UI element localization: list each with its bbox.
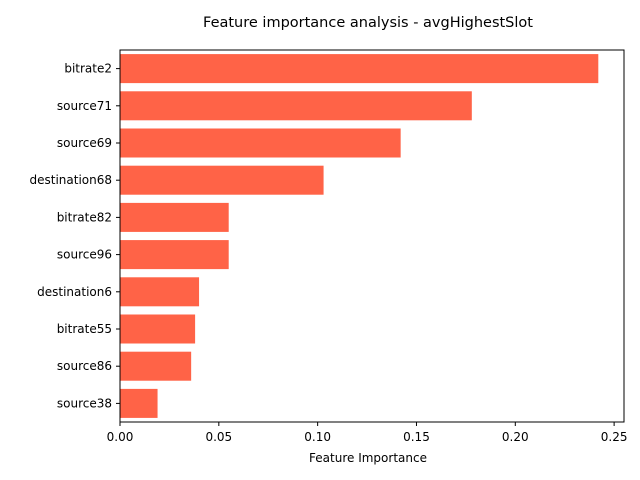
x-tick-label-0.25: 0.25 xyxy=(601,430,628,444)
x-tick-label-0.00: 0.00 xyxy=(107,430,134,444)
bar-bitrate82 xyxy=(120,202,229,232)
x-tick-label-0.15: 0.15 xyxy=(403,430,430,444)
y-tick-label-bitrate2: bitrate2 xyxy=(64,62,112,76)
y-tick-label-source71: source71 xyxy=(57,99,112,113)
x-tick-label-0.05: 0.05 xyxy=(205,430,232,444)
bar-source38 xyxy=(120,388,158,418)
x-tick-label-0.10: 0.10 xyxy=(304,430,331,444)
bar-source71 xyxy=(120,91,472,121)
bar-source69 xyxy=(120,128,401,158)
plot-area-frame xyxy=(119,49,625,423)
y-tick-label-source86: source86 xyxy=(57,359,112,373)
bar-destination68 xyxy=(120,165,324,195)
x-tick-label-0.20: 0.20 xyxy=(502,430,529,444)
y-tick-label-bitrate55: bitrate55 xyxy=(57,322,112,336)
y-tick-label-source69: source69 xyxy=(57,136,112,150)
bars-layer xyxy=(120,54,599,418)
x-axis-label: Feature Importance xyxy=(309,451,427,465)
bar-destination6 xyxy=(120,277,200,307)
y-tick-label-bitrate82: bitrate82 xyxy=(57,210,112,224)
y-tick-label-destination6: destination6 xyxy=(37,285,112,299)
chart-title: Feature importance analysis - avgHighest… xyxy=(203,15,533,31)
y-axis: bitrate2 source71 source69 destination68 bit… xyxy=(29,62,120,410)
bar-bitrate2 xyxy=(120,54,599,84)
bar-bitrate55 xyxy=(120,314,196,344)
y-tick-label-source38: source38 xyxy=(57,396,112,410)
bar-source96 xyxy=(120,240,229,270)
bar-source86 xyxy=(120,351,192,381)
y-tick-label-source96: source96 xyxy=(57,248,112,262)
x-axis: 0.00 0.05 0.10 0.15 0.20 0.25 xyxy=(107,422,628,444)
y-tick-label-destination68: destination68 xyxy=(29,173,112,187)
